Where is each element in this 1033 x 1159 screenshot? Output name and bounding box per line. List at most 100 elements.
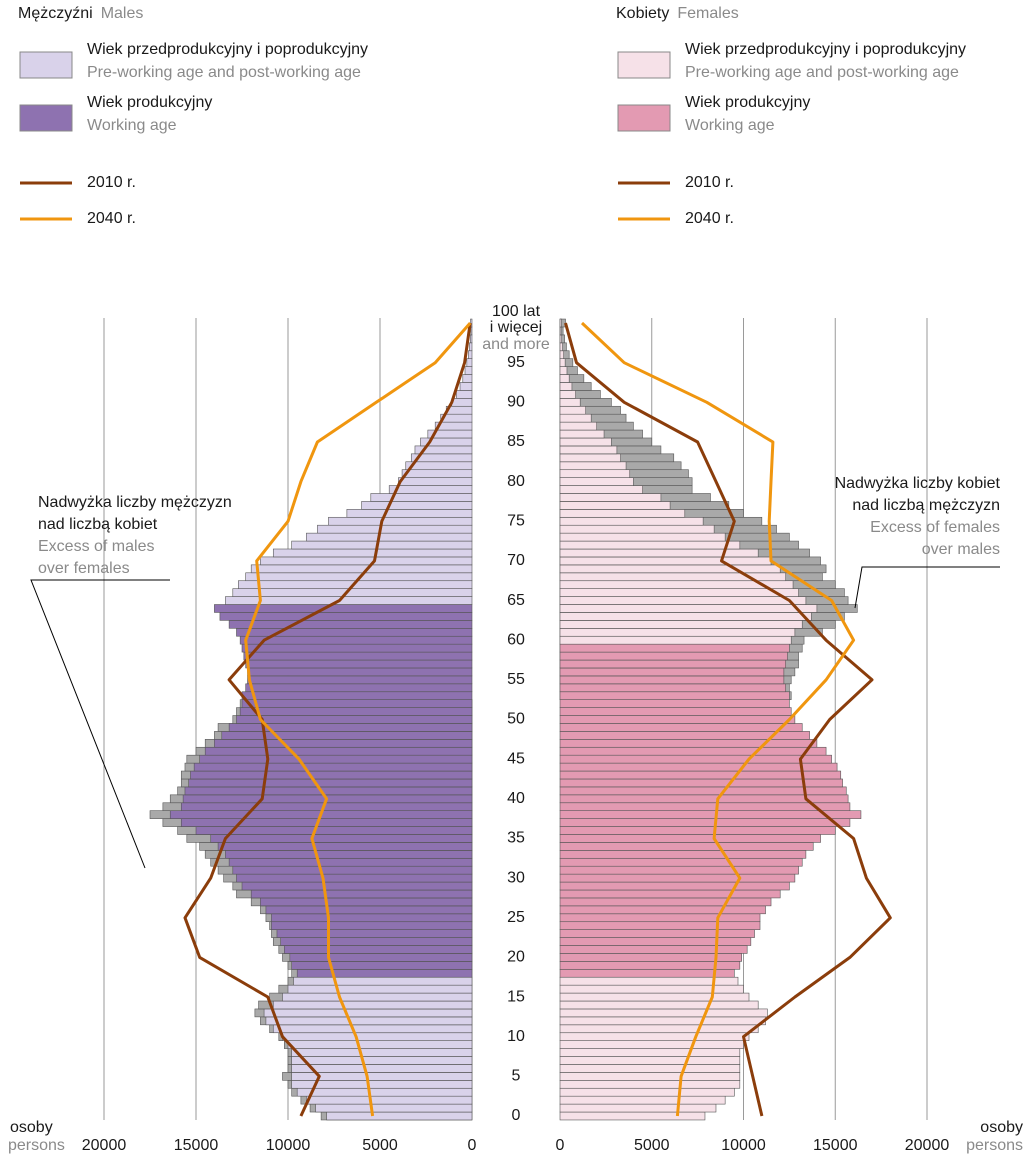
bar (271, 913, 473, 923)
legend-swatch (19, 51, 73, 79)
bar (559, 548, 759, 558)
bar (559, 643, 790, 653)
bar (559, 865, 799, 875)
bar (559, 699, 790, 708)
legend-label: Wiek przedprodukcyjny i poprodukcyjny (685, 41, 966, 58)
bar (265, 1016, 473, 1026)
bar (466, 358, 473, 367)
x-unit-en: persons (8, 1137, 65, 1154)
bar (232, 588, 473, 597)
y-tick-label: 5 (512, 1068, 521, 1085)
y-tick-label: 40 (507, 790, 525, 807)
bar (559, 762, 838, 772)
bar (219, 612, 473, 621)
x-tick-label: 5000 (362, 1137, 398, 1154)
bar (180, 818, 473, 827)
bar (296, 968, 473, 978)
bar (199, 754, 473, 764)
bar (470, 334, 473, 344)
bar (346, 509, 473, 518)
bar (239, 635, 473, 645)
bar (284, 945, 473, 954)
bar (236, 873, 473, 883)
bar (559, 976, 739, 986)
bar (559, 691, 790, 700)
bar (559, 398, 581, 407)
bar (559, 413, 592, 423)
legend-label: 2040 r. (685, 210, 734, 227)
y-tick-label: 25 (507, 909, 525, 926)
bar (559, 929, 755, 938)
legend-title-en: Males (101, 5, 144, 22)
bar (559, 524, 715, 534)
annotation-en: Excess of males (38, 538, 154, 555)
x-unit: osoby (10, 1119, 53, 1136)
legend-label-en: Pre-working age and post-working age (685, 64, 959, 81)
bar (559, 453, 621, 463)
bar (272, 548, 473, 558)
annotation: nad liczbą mężczyzn (852, 497, 1000, 514)
y-tick-label: 65 (507, 592, 525, 609)
bar (559, 405, 586, 415)
bar (559, 770, 842, 780)
bar (326, 1111, 473, 1121)
bar (243, 651, 473, 661)
bar (228, 620, 473, 629)
bar (559, 857, 803, 867)
legend-label: 2010 r. (87, 174, 136, 191)
bar (291, 1064, 473, 1073)
bar (272, 1000, 473, 1010)
bar (559, 604, 818, 613)
bar (287, 1040, 473, 1049)
bar (462, 374, 473, 383)
bar (559, 1032, 750, 1041)
bar (559, 897, 772, 907)
legend-title: Kobiety (616, 5, 669, 22)
bar (250, 889, 473, 899)
bar (282, 992, 473, 1002)
bar (315, 1103, 473, 1113)
y-tick-label: 85 (507, 433, 525, 450)
bar (559, 366, 568, 375)
legend-title-en: Females (677, 5, 738, 22)
bar (559, 754, 832, 764)
bar (559, 850, 807, 859)
y-tick-label: 80 (507, 473, 525, 490)
bar (559, 334, 562, 344)
annotation: Nadwyżka liczby kobiet (835, 475, 1001, 492)
bar (225, 850, 473, 859)
bar (559, 532, 726, 542)
bar (271, 921, 473, 930)
bar (260, 556, 473, 566)
bar (470, 326, 473, 336)
bar (559, 1048, 741, 1057)
bar (451, 398, 473, 407)
bar (559, 739, 818, 748)
x-tick-label: 20000 (905, 1137, 950, 1154)
bar (559, 921, 761, 930)
bar (559, 635, 792, 645)
y-tick-label: 10 (507, 1028, 525, 1045)
bar (193, 762, 473, 772)
x-unit-en: persons (966, 1137, 1023, 1154)
legend-label-en: Working age (87, 117, 177, 134)
bar (559, 683, 787, 693)
bar (245, 683, 473, 693)
y-tick-label: 75 (507, 512, 525, 529)
legend-label: Wiek produkcyjny (685, 94, 810, 111)
y-tick-label: i więcej (490, 319, 542, 336)
bar (559, 675, 785, 685)
bar (559, 842, 814, 851)
bar (263, 1008, 473, 1018)
bar (317, 524, 473, 534)
bar (559, 1000, 759, 1010)
bar (559, 358, 566, 367)
y-tick-label-en: and more (482, 336, 550, 353)
bar (239, 707, 473, 716)
legend-swatch (617, 51, 671, 79)
bar (293, 976, 473, 986)
bar (401, 469, 473, 478)
bar (388, 485, 473, 494)
bar (559, 429, 605, 439)
bar (559, 1080, 741, 1089)
